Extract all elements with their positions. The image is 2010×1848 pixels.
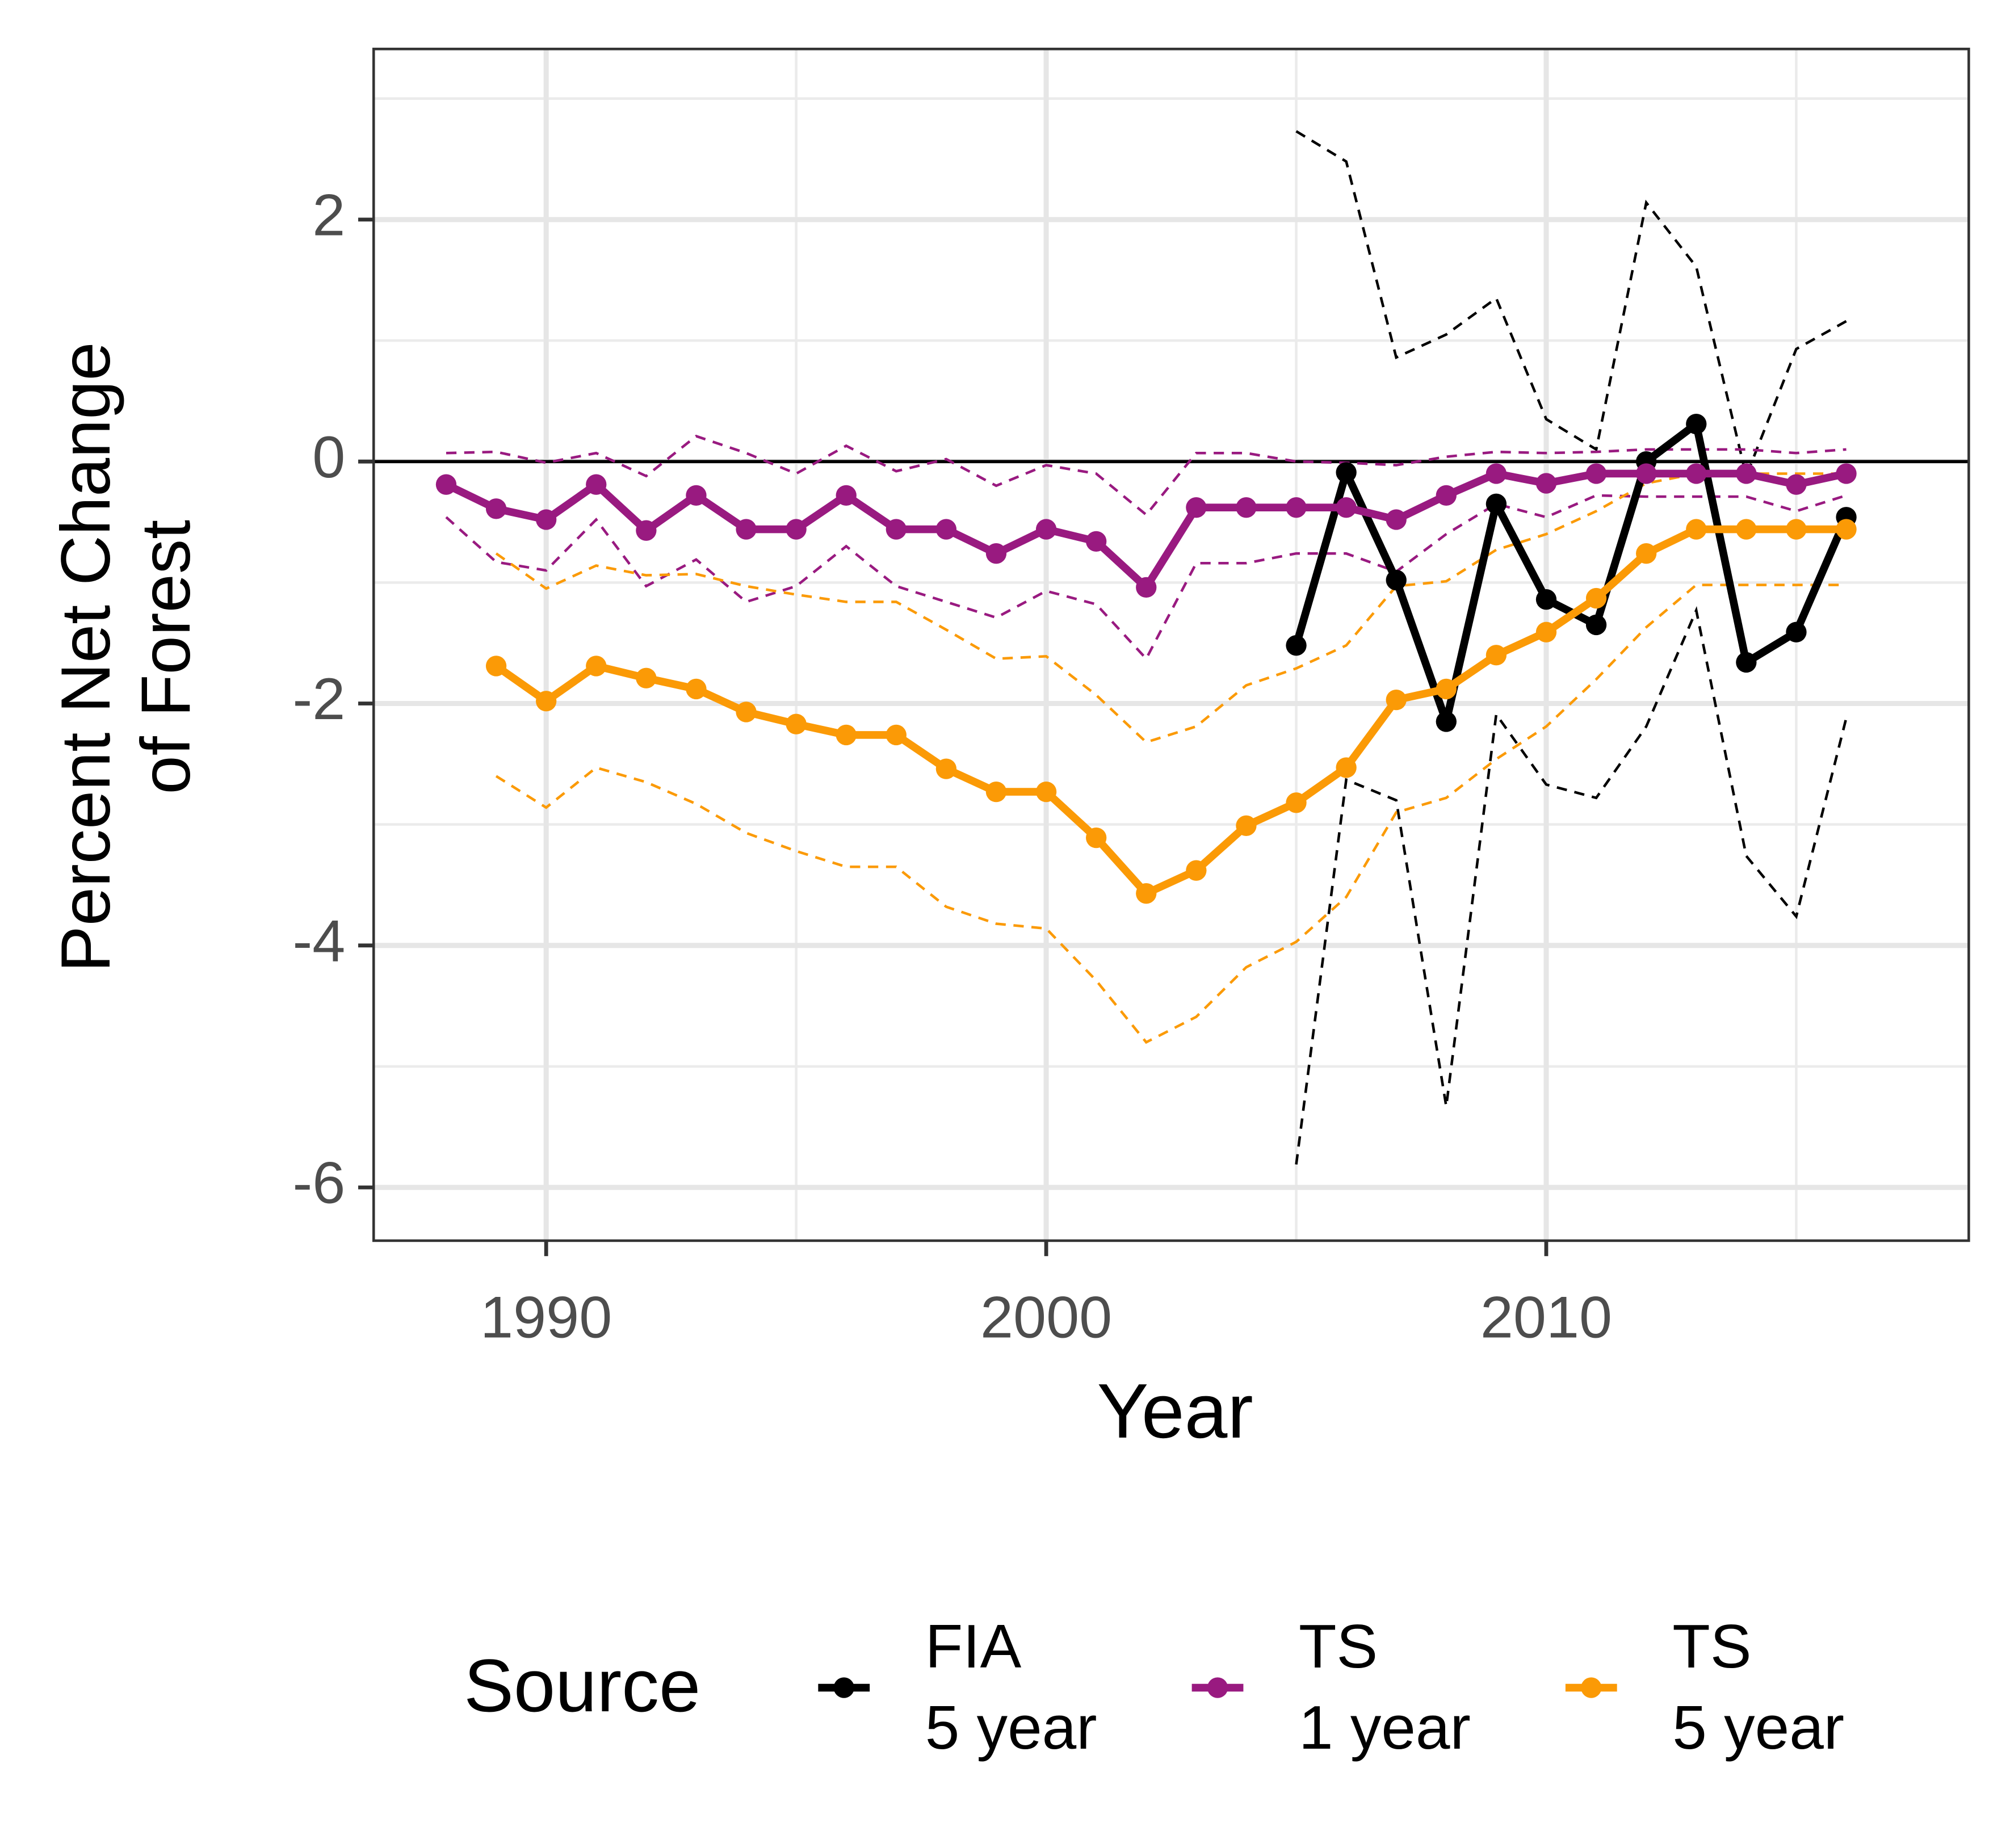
data-point bbox=[1686, 463, 1707, 484]
x-tick-label: 2010 bbox=[1480, 1284, 1612, 1351]
data-point bbox=[435, 474, 457, 495]
data-point bbox=[1736, 652, 1757, 673]
y-tick-label: 2 bbox=[312, 182, 345, 248]
data-point bbox=[935, 519, 957, 540]
data-point bbox=[1686, 519, 1707, 540]
data-point bbox=[935, 758, 957, 779]
legend: Source FIA 5 year TS 1 year TS 5 year bbox=[464, 1612, 1844, 1762]
data-point bbox=[786, 713, 807, 734]
interval-line bbox=[495, 472, 1847, 744]
data-point bbox=[1136, 577, 1157, 598]
data-point bbox=[1186, 860, 1207, 881]
plot-area bbox=[374, 130, 1969, 1165]
data-point bbox=[1386, 509, 1407, 530]
y-tick-label: 0 bbox=[312, 424, 345, 490]
data-point bbox=[1086, 827, 1107, 849]
legend-key-point bbox=[1581, 1677, 1602, 1698]
data-point bbox=[1836, 463, 1857, 484]
data-point bbox=[1535, 621, 1557, 642]
data-point bbox=[736, 702, 757, 723]
y-tick-label: -4 bbox=[292, 908, 345, 974]
data-point bbox=[586, 474, 607, 495]
data-point bbox=[485, 498, 507, 519]
panel-border bbox=[372, 48, 1970, 1242]
data-point bbox=[536, 509, 557, 530]
data-point bbox=[1186, 497, 1207, 518]
data-point bbox=[1786, 474, 1807, 495]
data-point bbox=[1486, 493, 1507, 514]
data-point bbox=[636, 667, 657, 688]
data-point bbox=[1236, 815, 1257, 836]
data-point bbox=[1286, 792, 1307, 813]
series-line bbox=[494, 525, 1847, 897]
data-point bbox=[485, 656, 507, 677]
data-point bbox=[1535, 473, 1557, 494]
data-point bbox=[886, 519, 907, 540]
interval-line bbox=[1295, 606, 1848, 1165]
axes: 1990 2000 2010 -6 -4 -2 0 2 bbox=[292, 182, 1612, 1350]
legend-key-point bbox=[1207, 1677, 1228, 1698]
data-point bbox=[1836, 519, 1857, 540]
data-point bbox=[836, 724, 857, 746]
data-point bbox=[1386, 689, 1407, 711]
data-point bbox=[1035, 781, 1057, 803]
legend-key-point bbox=[833, 1677, 854, 1698]
data-point bbox=[985, 781, 1007, 803]
data-point bbox=[1486, 645, 1507, 666]
data-point bbox=[1686, 413, 1707, 435]
data-point bbox=[985, 543, 1007, 564]
legend-title: Source bbox=[464, 1644, 700, 1727]
data-point bbox=[1336, 497, 1357, 518]
x-tick-label: 1990 bbox=[480, 1284, 612, 1351]
y-axis-title: Percent Net Changeof Forest bbox=[47, 342, 205, 972]
interval-line bbox=[445, 494, 1847, 661]
data-point bbox=[1486, 463, 1507, 484]
data-point bbox=[1436, 485, 1457, 506]
data-point bbox=[636, 520, 657, 541]
data-point bbox=[686, 678, 707, 700]
data-point bbox=[1286, 497, 1307, 518]
data-point bbox=[1786, 621, 1807, 642]
data-point bbox=[686, 485, 707, 506]
data-point bbox=[1585, 614, 1607, 636]
data-point bbox=[1585, 587, 1607, 609]
data-point bbox=[1336, 757, 1357, 778]
data-point bbox=[786, 519, 807, 540]
data-point bbox=[736, 519, 757, 540]
data-point bbox=[1386, 569, 1407, 591]
data-point bbox=[1436, 678, 1457, 700]
data-point bbox=[836, 485, 857, 506]
data-point bbox=[1585, 463, 1607, 484]
data-point bbox=[586, 656, 607, 677]
data-point bbox=[1336, 462, 1357, 483]
x-tick-label: 2000 bbox=[980, 1284, 1112, 1351]
data-point bbox=[886, 724, 907, 746]
interval-line bbox=[1295, 130, 1847, 481]
interval-line bbox=[446, 434, 1847, 517]
data-point bbox=[1035, 519, 1057, 540]
x-axis-title: Year bbox=[1097, 1368, 1253, 1454]
interval-line bbox=[495, 583, 1847, 1044]
data-point bbox=[1736, 463, 1757, 484]
data-point bbox=[1786, 519, 1807, 540]
y-tick-label: -2 bbox=[292, 666, 345, 732]
data-point bbox=[1086, 531, 1107, 552]
data-point bbox=[536, 691, 557, 712]
data-point bbox=[1236, 497, 1257, 518]
data-point bbox=[1136, 883, 1157, 904]
data-point bbox=[1286, 635, 1307, 656]
legend-label: TS 1 year bbox=[1299, 1612, 1471, 1762]
data-point bbox=[1436, 711, 1457, 732]
legend-label: TS 5 year bbox=[1672, 1612, 1844, 1762]
data-point bbox=[1636, 543, 1657, 564]
y-tick-label: -6 bbox=[292, 1150, 345, 1216]
data-point bbox=[1535, 589, 1557, 610]
data-point bbox=[1736, 519, 1757, 540]
data-point bbox=[1636, 463, 1657, 484]
legend-label: FIA 5 year bbox=[925, 1612, 1097, 1762]
